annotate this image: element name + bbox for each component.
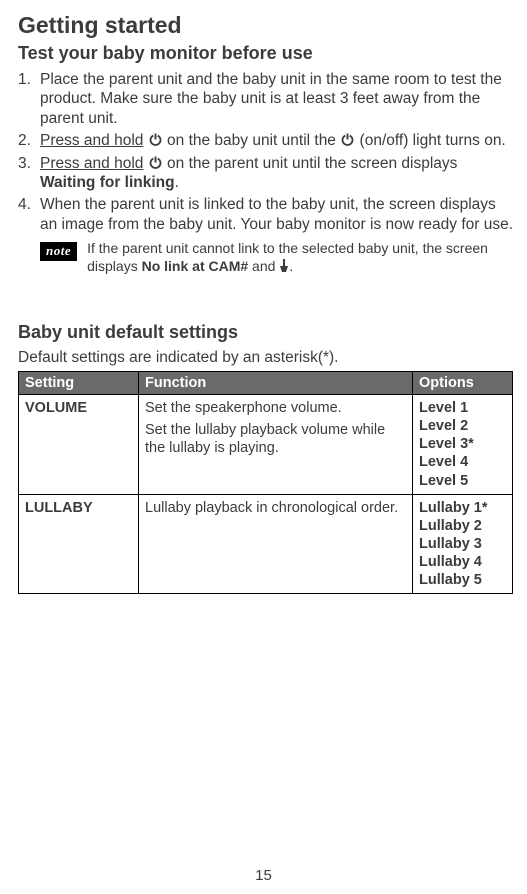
step-3-end: .	[175, 174, 179, 191]
table-row: VOLUME Set the speakerphone volume. Set …	[19, 395, 513, 495]
cell-setting-lullaby: LULLABY	[19, 494, 139, 594]
step-2-suffix: (on/off) light turns on.	[355, 132, 506, 149]
step-3-bold: Waiting for linking	[40, 174, 175, 191]
step-3-prefix: Press and hold	[40, 155, 143, 172]
func-volume-2: Set the lullaby playback volume while th…	[145, 421, 406, 457]
main-heading: Getting started	[18, 12, 513, 39]
th-setting: Setting	[19, 372, 139, 395]
opt-lul-3: Lullaby 3	[419, 535, 506, 553]
step-2-text: Press and hold on the baby unit until th…	[40, 131, 513, 150]
cell-function-volume: Set the speakerphone volume. Set the lul…	[139, 395, 413, 495]
step-1-num: 1.	[18, 70, 40, 128]
section-defaults: Baby unit default settings Default setti…	[18, 322, 513, 594]
steps-list: 1. Place the parent unit and the baby un…	[18, 70, 513, 234]
note-text: If the parent unit cannot link to the se…	[87, 240, 513, 276]
step-3: 3. Press and hold on the parent unit unt…	[18, 154, 513, 193]
step-3-text: Press and hold on the parent unit until …	[40, 154, 513, 193]
opt-lul-5: Lullaby 5	[419, 571, 506, 589]
step-1: 1. Place the parent unit and the baby un…	[18, 70, 513, 128]
defaults-intro: Default settings are indicated by an ast…	[18, 349, 513, 367]
step-2-prefix: Press and hold	[40, 132, 143, 149]
signal-icon	[279, 259, 289, 277]
page-number: 15	[0, 867, 527, 884]
table-header-row: Setting Function Options	[19, 372, 513, 395]
opt-vol-5: Level 5	[419, 472, 506, 490]
power-icon	[148, 132, 163, 147]
func-volume-1: Set the speakerphone volume.	[145, 399, 406, 417]
step-4-text: When the parent unit is linked to the ba…	[40, 195, 513, 234]
power-icon	[340, 132, 355, 147]
note-part3: .	[289, 258, 293, 274]
note-label: note	[40, 242, 77, 261]
cell-setting-volume: VOLUME	[19, 395, 139, 495]
step-4-num: 4.	[18, 195, 40, 234]
opt-lul-4: Lullaby 4	[419, 553, 506, 571]
note-bold: No link at CAM#	[142, 258, 249, 274]
opt-vol-4: Level 4	[419, 453, 506, 471]
settings-table: Setting Function Options VOLUME Set the …	[18, 371, 513, 594]
th-options: Options	[413, 372, 513, 395]
power-icon	[148, 155, 163, 170]
note-part2: and	[248, 258, 279, 274]
sub-heading-defaults: Baby unit default settings	[18, 322, 513, 343]
opt-vol-1: Level 1	[419, 399, 506, 417]
opt-vol-3: Level 3*	[419, 435, 506, 453]
cell-function-lullaby: Lullaby playback in chronological order.	[139, 494, 413, 594]
note-box: note If the parent unit cannot link to t…	[40, 240, 513, 276]
step-3-num: 3.	[18, 154, 40, 193]
step-2-mid: on the baby unit until the	[163, 132, 341, 149]
step-2: 2. Press and hold on the baby unit until…	[18, 131, 513, 150]
step-4: 4. When the parent unit is linked to the…	[18, 195, 513, 234]
opt-lul-2: Lullaby 2	[419, 517, 506, 535]
opt-vol-2: Level 2	[419, 417, 506, 435]
sub-heading-test: Test your baby monitor before use	[18, 43, 513, 64]
opt-lul-1: Lullaby 1*	[419, 499, 506, 517]
cell-options-volume: Level 1 Level 2 Level 3* Level 4 Level 5	[413, 395, 513, 495]
step-1-text: Place the parent unit and the baby unit …	[40, 70, 513, 128]
step-2-num: 2.	[18, 131, 40, 150]
step-3-mid: on the parent unit until the screen disp…	[163, 155, 458, 172]
cell-options-lullaby: Lullaby 1* Lullaby 2 Lullaby 3 Lullaby 4…	[413, 494, 513, 594]
table-row: LULLABY Lullaby playback in chronologica…	[19, 494, 513, 594]
th-function: Function	[139, 372, 413, 395]
